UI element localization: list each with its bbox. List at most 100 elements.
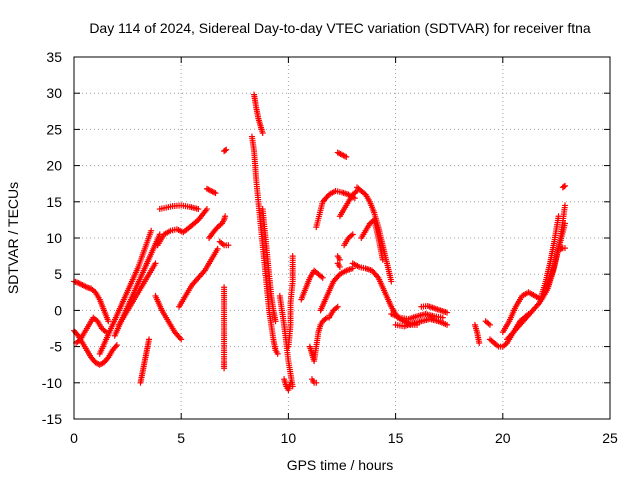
data-point xyxy=(334,303,341,310)
data-point xyxy=(105,318,112,325)
data-point xyxy=(222,213,229,220)
data-point xyxy=(222,147,229,154)
data-point xyxy=(349,231,356,238)
y-tick-label: 25 xyxy=(46,121,62,137)
series-arc47 xyxy=(559,182,568,191)
data-markers xyxy=(71,91,568,394)
data-point xyxy=(223,146,230,153)
series-arc13 xyxy=(206,213,229,241)
series-arc46 xyxy=(557,245,568,252)
series-arc11 xyxy=(176,245,221,310)
series-arc31 xyxy=(341,231,356,249)
data-point xyxy=(319,274,326,281)
data-point xyxy=(214,245,221,252)
series-arc9 xyxy=(156,202,202,213)
data-point xyxy=(74,331,81,338)
x-axis-label: GPS time / hours xyxy=(287,457,394,473)
series-arc7 xyxy=(137,336,153,386)
y-tick-label: -5 xyxy=(50,339,63,355)
data-point xyxy=(561,245,568,252)
series-arc38 xyxy=(392,316,451,330)
series-arc19 xyxy=(259,206,279,325)
data-point xyxy=(195,206,202,213)
series-arc12 xyxy=(203,185,219,197)
data-point xyxy=(444,321,451,328)
series-arc27 xyxy=(317,265,356,314)
data-point xyxy=(212,190,219,197)
series-arc25 xyxy=(308,376,320,386)
grid-lines xyxy=(74,57,610,419)
series-arc29 xyxy=(334,260,343,270)
data-point xyxy=(555,213,562,220)
data-point xyxy=(476,339,483,346)
data-point xyxy=(343,153,350,160)
series-arc4 xyxy=(96,227,155,357)
series-arc16 xyxy=(221,284,228,372)
data-point xyxy=(444,309,451,316)
series-arc44 xyxy=(504,220,568,343)
data-point xyxy=(272,318,279,325)
series-arc37 xyxy=(388,311,446,323)
series-arc35 xyxy=(354,184,395,285)
series-arc30 xyxy=(336,187,361,220)
series-arc10 xyxy=(154,206,210,249)
data-point xyxy=(561,202,568,209)
data-point xyxy=(388,278,395,285)
x-tick-label: 15 xyxy=(388,430,404,446)
series-arc28 xyxy=(326,303,341,321)
y-tick-label: 5 xyxy=(54,266,62,282)
y-tick-label: 35 xyxy=(46,49,62,65)
series-arc45 xyxy=(538,213,562,299)
x-tick-label: 25 xyxy=(602,430,618,446)
data-point xyxy=(98,360,105,367)
x-tick-label: 0 xyxy=(70,430,78,446)
y-tick-label: -15 xyxy=(42,411,62,427)
data-point xyxy=(336,256,343,263)
x-tick-label: 5 xyxy=(177,430,185,446)
data-point xyxy=(560,183,567,190)
data-point xyxy=(289,253,296,260)
data-point xyxy=(178,336,185,343)
axis-ticks: 0 5 10 15 20 25 -15 -10 -5 0 5 10 15 20 25 30 35 xyxy=(42,49,618,446)
series-arc17 xyxy=(251,91,266,137)
chart-title: Day 114 of 2024, Sidereal Day-to-day VTE… xyxy=(89,20,591,36)
series-arc42 xyxy=(482,318,493,328)
series-arc14 xyxy=(216,238,232,249)
series-arc22 xyxy=(285,253,296,350)
series-arc8 xyxy=(152,292,185,343)
data-point xyxy=(349,265,356,272)
data-point xyxy=(561,220,568,227)
y-tick-label: -10 xyxy=(42,375,62,391)
y-tick-label: 0 xyxy=(54,302,62,318)
series-arc1 xyxy=(71,278,112,325)
series-arc18 xyxy=(248,133,281,357)
series-arc23 xyxy=(298,267,326,303)
data-point xyxy=(225,242,232,249)
series-arc33 xyxy=(334,149,350,160)
y-tick-label: 15 xyxy=(46,194,62,210)
data-point xyxy=(439,314,446,321)
data-point xyxy=(146,336,153,343)
y-axis-label: SDTVAR / TECUs xyxy=(5,182,21,294)
data-point xyxy=(561,182,568,189)
series-arc6 xyxy=(116,260,159,328)
x-tick-label: 20 xyxy=(495,430,511,446)
data-point xyxy=(379,256,386,263)
data-point xyxy=(486,321,493,328)
data-point xyxy=(287,379,294,386)
series-arc39 xyxy=(418,303,451,316)
x-tick-label: 10 xyxy=(281,430,297,446)
data-point xyxy=(112,343,119,350)
series-arc24 xyxy=(306,314,330,365)
data-point xyxy=(336,263,343,270)
data-point xyxy=(313,379,320,386)
series-arc36 xyxy=(358,216,386,263)
data-point xyxy=(104,355,111,362)
data-point xyxy=(148,227,155,234)
y-tick-label: 10 xyxy=(46,230,62,246)
y-tick-label: 30 xyxy=(46,85,62,101)
series-arc32 xyxy=(334,253,343,263)
series-arc15 xyxy=(221,146,230,155)
series-arc40 xyxy=(471,321,483,346)
